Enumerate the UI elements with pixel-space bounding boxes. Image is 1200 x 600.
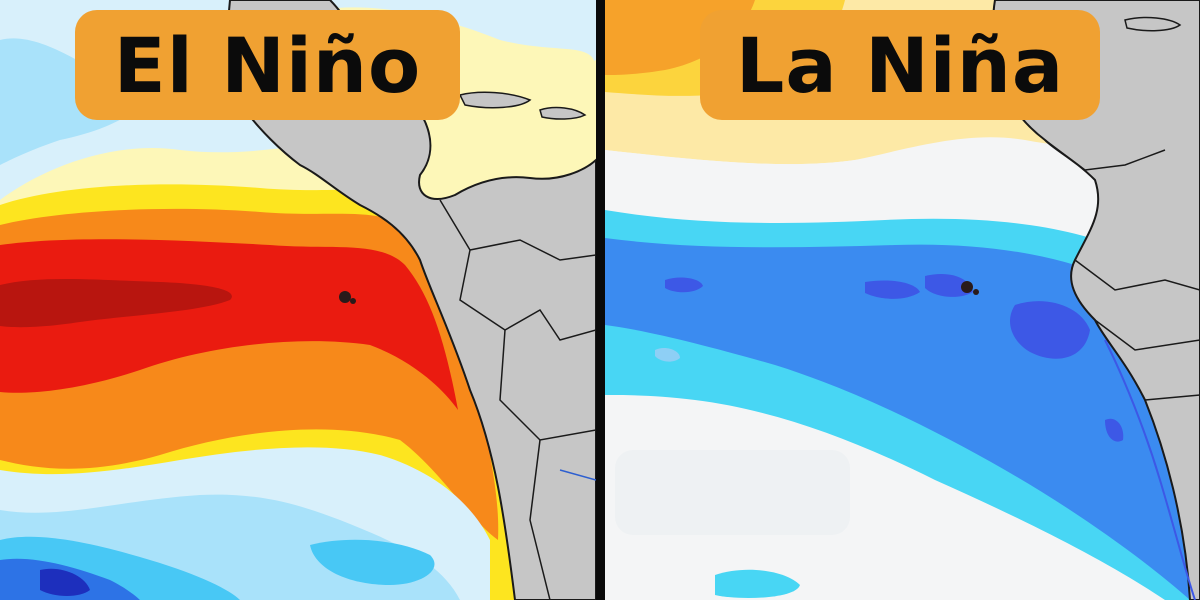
panel-divider	[596, 0, 605, 600]
river-line	[559, 469, 596, 481]
country-border	[1074, 259, 1200, 291]
la-nina-map: La Niña	[605, 0, 1200, 600]
galapagos-islands	[961, 281, 973, 293]
el-nino-label: El Niño	[75, 10, 460, 120]
coastal-current-line	[1104, 339, 1196, 600]
cyan-south-blob	[310, 539, 435, 585]
dark-blue-patch	[925, 273, 973, 297]
light-blue-patch	[655, 347, 680, 362]
la-nina-anomaly-map	[605, 0, 1200, 600]
galapagos-islands	[973, 289, 979, 295]
country-border	[1144, 394, 1200, 401]
country-border	[1044, 139, 1166, 171]
la-nina-label: La Niña	[700, 10, 1100, 120]
caribbean-island	[458, 91, 532, 109]
deep-red-warm-streak	[0, 278, 232, 328]
dark-blue-patch	[1105, 418, 1124, 442]
country-border	[469, 239, 596, 261]
country-border	[529, 439, 551, 600]
faint-overlay-area	[615, 450, 850, 535]
americas-landmass	[227, 0, 596, 600]
cyan-south-patch	[715, 569, 800, 598]
caribbean-island	[1124, 16, 1182, 32]
galapagos-islands	[350, 298, 356, 304]
caribbean-island-small	[539, 106, 587, 120]
country-border	[499, 329, 596, 441]
el-nino-map: El Niño	[0, 0, 596, 600]
dark-blue-patch	[865, 280, 920, 299]
country-border	[1094, 319, 1200, 351]
navy-south-blob	[40, 568, 90, 596]
dark-blue-patch	[665, 277, 703, 293]
galapagos-islands	[339, 291, 351, 303]
dark-blue-patch	[1010, 301, 1090, 359]
light-blue-north-patch	[0, 38, 140, 165]
